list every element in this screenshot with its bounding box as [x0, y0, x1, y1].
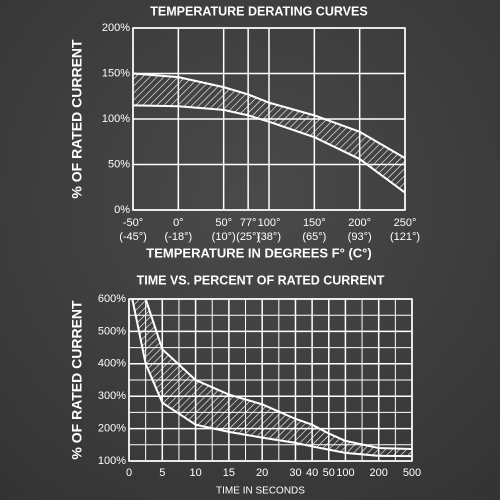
x-tick-label-line: -50°	[123, 217, 143, 229]
y-tick-label: 150%	[102, 67, 130, 79]
x-tick-label-line: 250°	[394, 217, 417, 229]
x-tick-label: 30	[289, 467, 301, 479]
x-tick-label: 10	[189, 467, 201, 479]
x-tick-label-line: (65°)	[302, 231, 326, 243]
x-tick-label: 100	[336, 467, 354, 479]
x-tick-label: 40	[306, 467, 318, 479]
y-tick-label: 50%	[108, 158, 130, 170]
x-tick-label-line: (38°)	[257, 231, 281, 243]
x-tick-label: -50° (-45°)	[119, 217, 147, 243]
x-tick-label: 100° (38°)	[257, 217, 281, 243]
x-tick-label-line: (-18°)	[165, 231, 193, 243]
x-tick-label-line: 200°	[348, 217, 371, 229]
x-tick-label: 5	[159, 467, 165, 479]
x-axis-title: TIME IN SECONDS	[216, 486, 305, 497]
curve	[144, 298, 413, 451]
curve	[132, 72, 406, 159]
x-tick-label: 20	[256, 467, 268, 479]
plot-frame	[128, 298, 413, 462]
y-tick-label: 400%	[98, 358, 126, 370]
x-tick-label: 77° (25°)	[236, 217, 260, 243]
x-tick-label-line: 0°	[173, 217, 184, 229]
chart-title: TIME VS. PERCENT OF RATED CURRENT	[137, 273, 385, 287]
y-tick-label: 200%	[102, 22, 130, 34]
y-tick-label: 100%	[98, 455, 126, 467]
x-tick-label-line: 77°	[240, 217, 257, 229]
y-tick-label: 500%	[98, 325, 126, 337]
curve	[132, 104, 406, 194]
y-tick-label: 300%	[98, 390, 126, 402]
x-tick-label: 50° (10°)	[212, 217, 236, 243]
x-tick-label: 200	[370, 467, 388, 479]
plot-frame	[132, 27, 406, 211]
y-axis-title: % OF RATED CURRENT	[69, 300, 85, 460]
x-tick-label-line: (121°)	[390, 231, 420, 243]
hatched-band	[133, 73, 405, 193]
x-tick-label: 0° (-18°)	[165, 217, 193, 243]
x-tick-label: 15	[223, 467, 235, 479]
x-tick-label-line: (-45°)	[119, 231, 147, 243]
y-tick-label: 0%	[114, 204, 130, 216]
y-tick-label: 100%	[102, 113, 130, 125]
x-tick-label-line: 100°	[258, 217, 281, 229]
x-tick-label-line: (10°)	[212, 231, 236, 243]
chart-title: TEMPERATURE DERATING CURVES	[150, 4, 367, 18]
x-tick-label: 50	[323, 467, 335, 479]
x-tick-label-line: 50°	[215, 217, 232, 229]
x-tick-label: 200° (93°)	[348, 217, 372, 243]
x-axis-title: TEMPERATURE IN DEGREES F° (C°)	[146, 245, 371, 260]
y-axis-title: % OF RATED CURRENT	[69, 39, 85, 199]
curve	[131, 298, 413, 458]
hatched-band	[132, 299, 412, 457]
x-tick-label-line: 150°	[303, 217, 326, 229]
x-tick-label-line: (93°)	[348, 231, 372, 243]
x-tick-label: 500	[403, 467, 421, 479]
x-tick-label: 0	[126, 467, 132, 479]
y-tick-label: 600%	[98, 293, 126, 305]
x-tick-label: 250° (121°)	[390, 217, 420, 243]
x-tick-label-line: (25°)	[236, 231, 260, 243]
y-tick-label: 200%	[98, 423, 126, 435]
x-tick-label: 150° (65°)	[302, 217, 326, 243]
